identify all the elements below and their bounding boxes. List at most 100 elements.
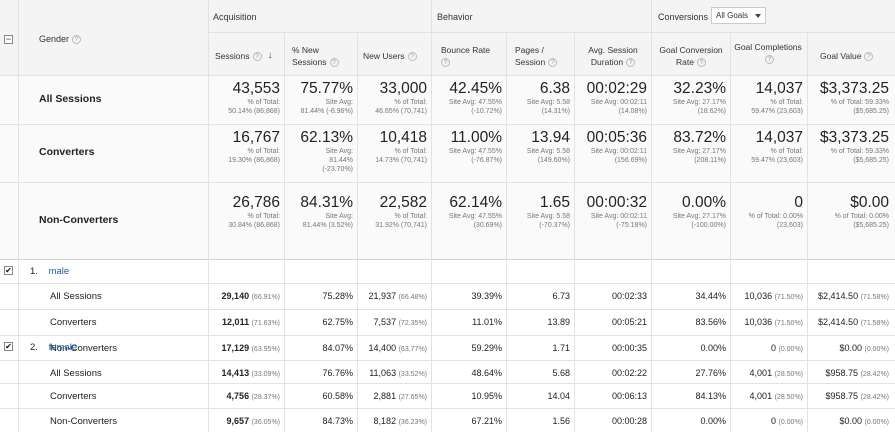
column-header-bounce-rate[interactable]: Bounce Rate?	[441, 40, 501, 70]
cell-value: 83.56%	[695, 317, 726, 327]
help-icon[interactable]: ?	[696, 58, 706, 68]
group-label[interactable]: 1. male	[30, 266, 69, 277]
summary-subtext: (156.69%)	[614, 157, 647, 164]
help-icon[interactable]: ?	[864, 51, 874, 61]
divider	[357, 32, 358, 259]
group-name-link[interactable]: male	[48, 266, 70, 277]
column-header-sessions[interactable]: Sessions? ↓	[215, 42, 281, 70]
column-header-new-users[interactable]: New Users?	[363, 42, 429, 70]
summary-subtext: 30.84% (86,868)	[228, 222, 280, 229]
table-cell: 83.56%	[695, 317, 726, 327]
group-row-label: Non-Converters	[50, 416, 118, 427]
divider	[651, 259, 652, 432]
divider	[0, 408, 895, 409]
summary-subtext: Site Avg: 27.17%	[672, 213, 726, 220]
divider	[730, 32, 731, 259]
group-row-label: All Sessions	[50, 291, 102, 302]
table-cell: $0.00 (0.00%)	[839, 416, 889, 426]
summary-subtext: 19.30% (86,868)	[228, 157, 280, 164]
column-header-label: Goal Conversion Rate	[659, 45, 723, 67]
divider	[0, 335, 895, 336]
help-icon[interactable]: ?	[441, 57, 450, 67]
summary-subtext: Site Avg: 5.58	[526, 213, 570, 220]
summary-subtext: (23,603)	[776, 222, 803, 229]
column-header-avg-duration[interactable]: Avg. Session Duration?	[578, 42, 648, 70]
divider	[0, 283, 895, 284]
cell-percent: (28.37%)	[251, 394, 280, 401]
column-header-pages-session[interactable]: Pages / Session?	[515, 42, 571, 70]
table-cell: $0.00 (0.00%)	[839, 343, 889, 353]
cell-value: 0.00%	[700, 416, 726, 426]
summary-subtext: (149.60%)	[537, 157, 570, 164]
summary-subtext: (-23.70%)	[322, 166, 353, 173]
cell-value: 11.01%	[472, 317, 502, 327]
help-icon[interactable]: ?	[72, 35, 82, 45]
dimension-header[interactable]: Gender?	[39, 34, 82, 45]
cell-percent: (71.58%)	[860, 294, 889, 301]
group-row-label: All Sessions	[50, 368, 102, 379]
divider	[506, 259, 507, 432]
cell-value: 10.95%	[471, 391, 502, 401]
group-behavior: Behavior	[437, 12, 473, 22]
table-cell: 4,001 (28.50%)	[750, 368, 803, 378]
summary-subtext: (208.11%)	[694, 157, 726, 164]
summary-value: 10,418	[379, 129, 427, 146]
cell-percent: (63.95%)	[251, 346, 280, 353]
row-checkbox[interactable]: ✔	[4, 342, 13, 351]
summary-subtext: Site Avg: 00:02:11	[590, 213, 647, 220]
cell-value: 00:00:28	[611, 416, 647, 426]
table-cell: 12,011 (71.63%)	[222, 317, 280, 327]
sort-desc-icon[interactable]: ↓	[267, 50, 273, 61]
column-header-goal-value[interactable]: Goal Value?	[820, 42, 892, 70]
group-name-link[interactable]: female	[48, 342, 78, 353]
divider	[431, 0, 432, 259]
column-header-goal-completions[interactable]: Goal Completions?	[733, 36, 803, 70]
help-icon[interactable]: ?	[626, 58, 636, 68]
group-label[interactable]: 2. female	[30, 342, 77, 353]
table-cell: 27.76%	[695, 368, 726, 378]
help-icon[interactable]: ?	[548, 58, 558, 68]
help-icon[interactable]: ?	[329, 58, 339, 68]
column-header-new-sessions[interactable]: % New Sessions?	[292, 42, 354, 70]
cell-value: $2,414.50	[818, 291, 859, 301]
table-cell: 00:02:22	[612, 368, 647, 378]
table-cell: 00:00:28	[612, 416, 647, 426]
cell-value: 13.89	[547, 317, 570, 327]
divider	[284, 259, 285, 432]
cell-percent: (36.05%)	[251, 419, 280, 426]
group-acquisition: Acquisition	[213, 12, 257, 22]
divider	[0, 124, 895, 125]
help-icon[interactable]: ?	[407, 51, 417, 61]
column-header-goal-conversion-rate[interactable]: Goal Conversion Rate?	[655, 42, 727, 70]
cell-percent: (36.23%)	[398, 419, 427, 426]
table-cell: 4,001 (28.50%)	[750, 391, 803, 401]
group-row-label: Converters	[50, 391, 97, 402]
help-icon[interactable]: ?	[252, 51, 262, 61]
column-header-label: Goal Completions	[734, 42, 802, 52]
summary-subtext: 14.73% (70,741)	[375, 157, 427, 164]
table-cell: 48.64%	[471, 368, 502, 378]
table-cell: 10.95%	[471, 391, 502, 401]
row-checkbox[interactable]: ✔	[4, 266, 13, 275]
cell-value: 17,129	[221, 343, 250, 353]
cell-value: $958.75	[825, 391, 859, 401]
table-cell: 00:02:33	[612, 291, 647, 301]
cell-value: 14,413	[221, 368, 250, 378]
help-icon[interactable]: ?	[765, 55, 774, 65]
summary-subtext: 31.92% (70,741)	[375, 222, 427, 229]
table-cell: 11,063 (33.52%)	[369, 368, 427, 378]
column-header-label: Bounce Rate	[441, 44, 491, 55]
summary-value: 22,582	[379, 194, 427, 211]
summary-section	[0, 75, 895, 259]
divider	[0, 259, 895, 260]
table-cell: 39.39%	[471, 291, 502, 301]
cell-value: 1.71	[552, 343, 570, 353]
goal-select-dropdown[interactable]: All Goals	[711, 7, 766, 24]
table-cell: 29,140 (66.91%)	[222, 291, 280, 301]
divider	[284, 32, 285, 259]
table-cell: 11.01%	[472, 317, 502, 327]
cell-percent: (27.65%)	[398, 394, 427, 401]
collapse-all-icon[interactable]: −	[4, 34, 13, 44]
cell-value: 00:02:33	[611, 291, 647, 301]
divider	[651, 0, 652, 259]
